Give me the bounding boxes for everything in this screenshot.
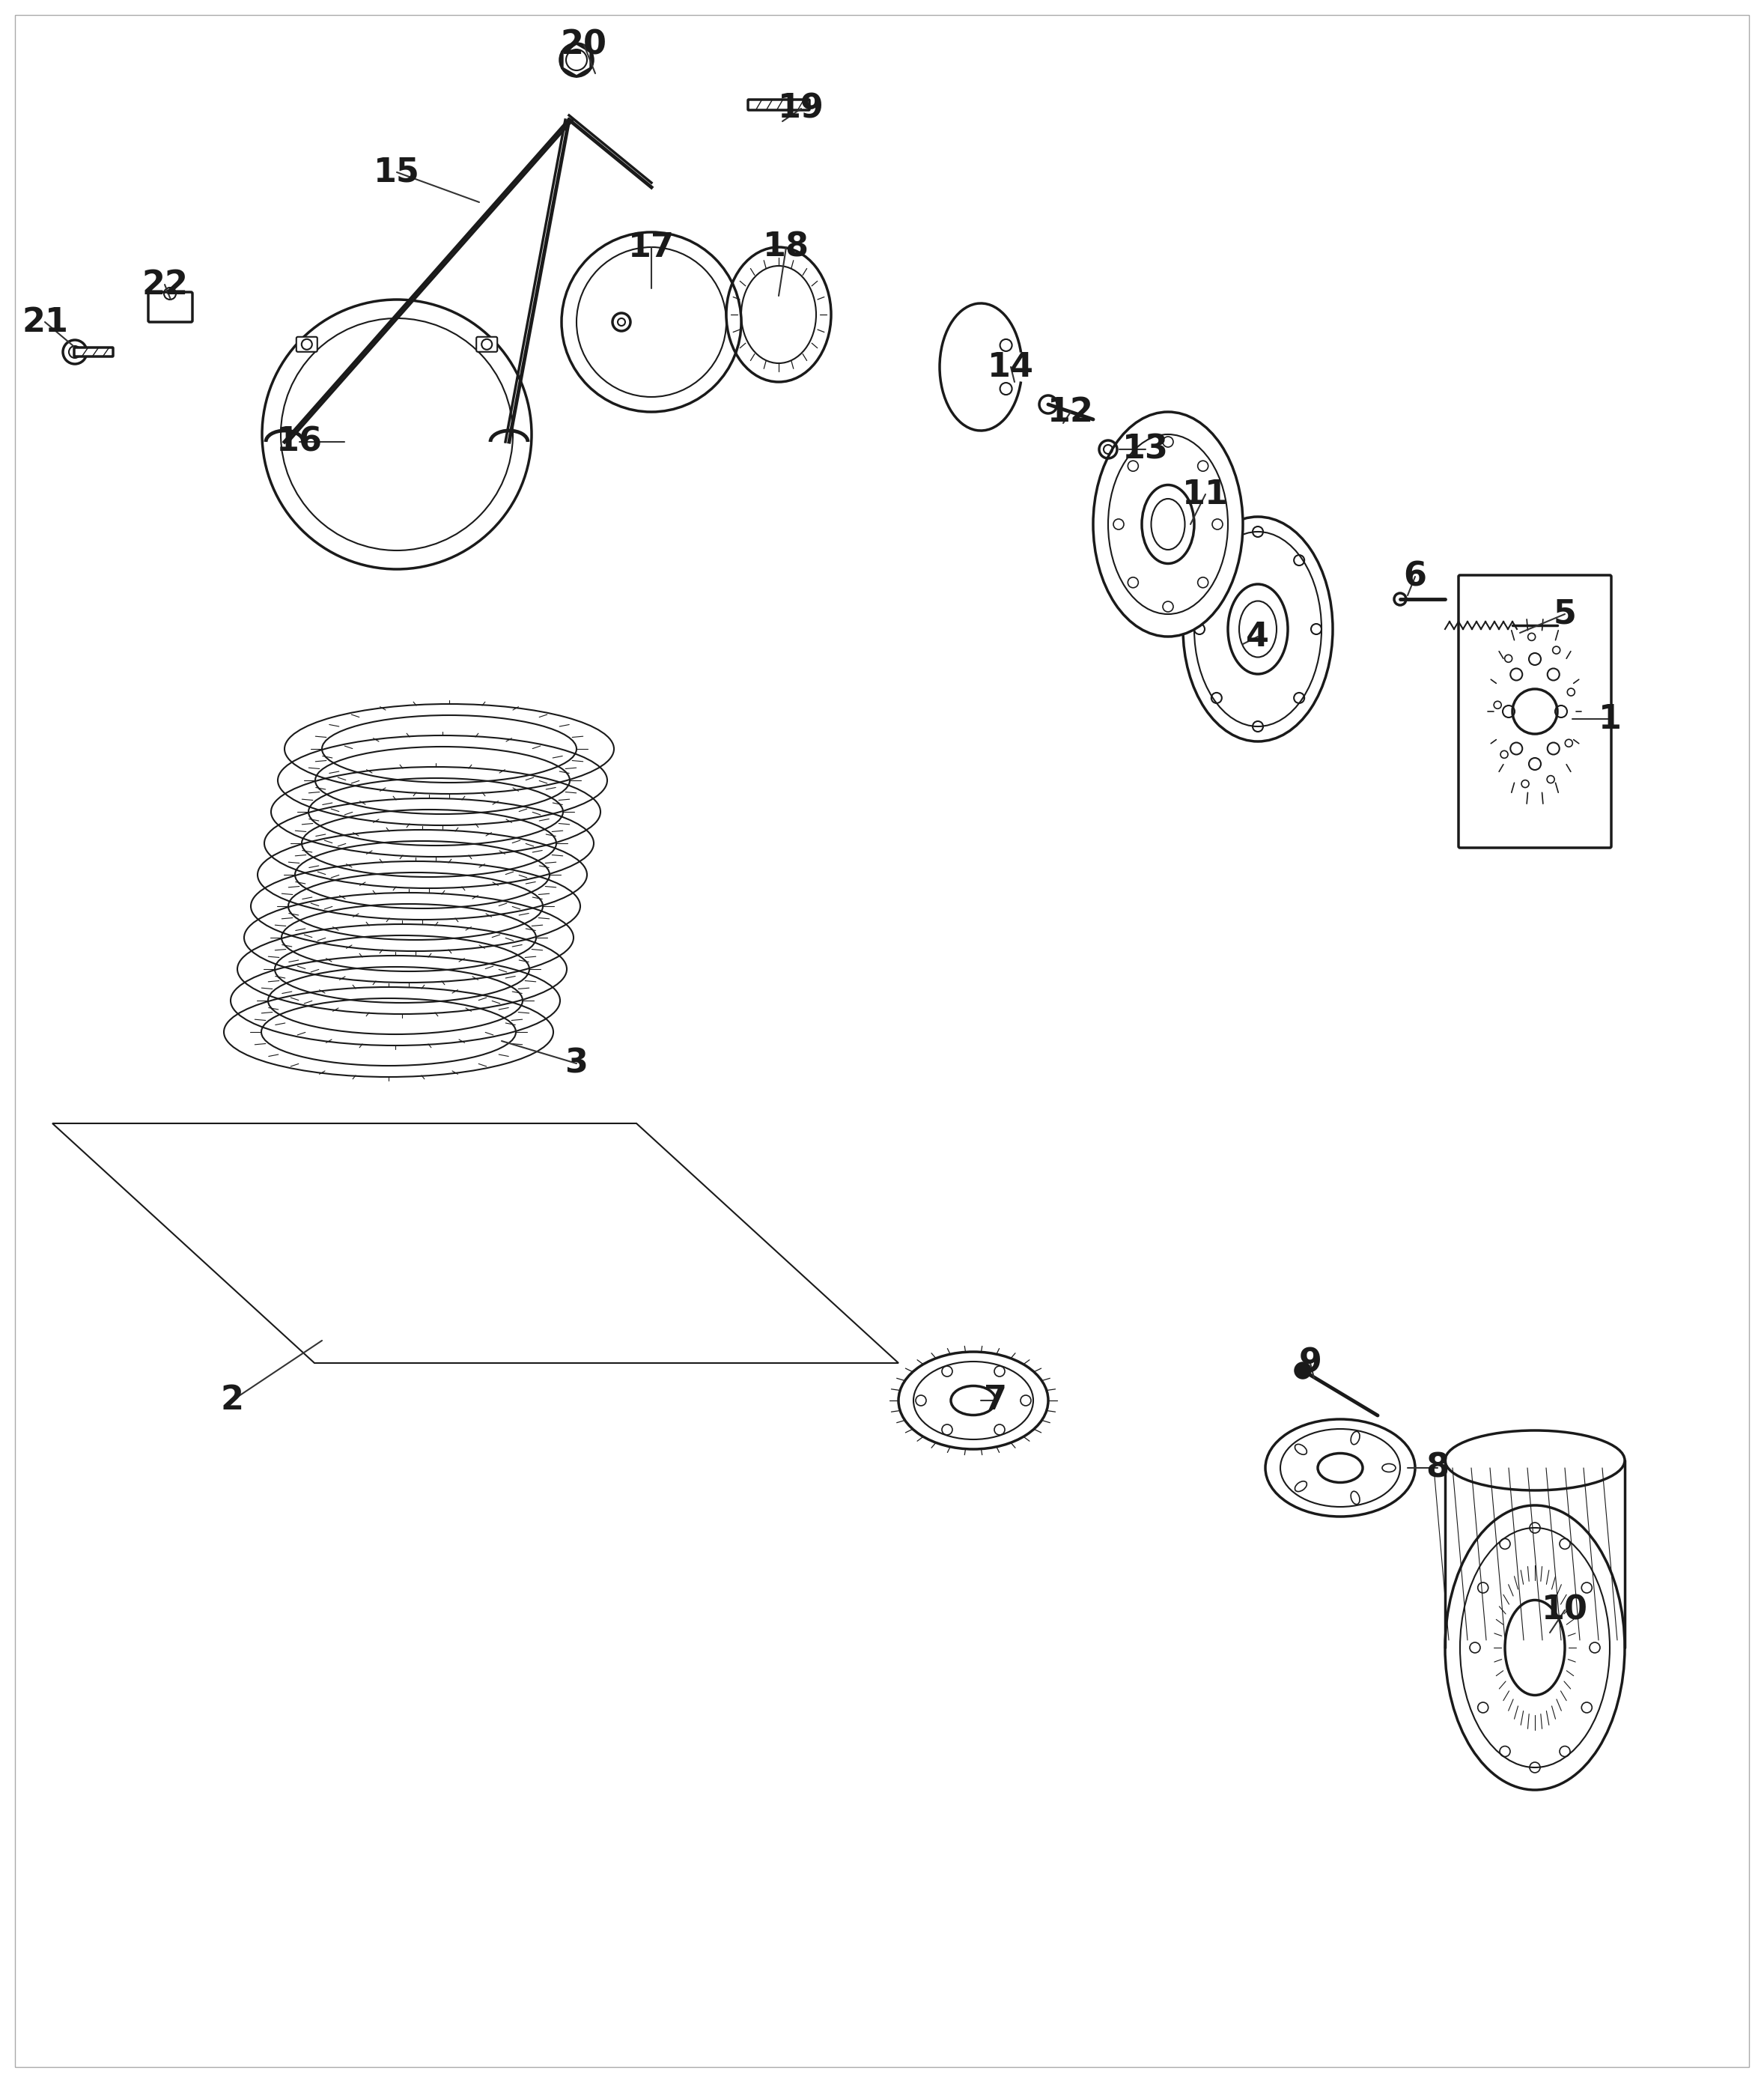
Text: 4: 4 [1245,620,1270,652]
Ellipse shape [1184,516,1334,741]
FancyBboxPatch shape [748,100,810,110]
Circle shape [1039,396,1057,414]
Circle shape [1295,1364,1311,1378]
Circle shape [559,44,593,77]
Ellipse shape [951,1387,997,1416]
Circle shape [64,339,86,364]
Text: 15: 15 [374,156,420,187]
Text: 17: 17 [628,231,674,262]
Text: 9: 9 [1298,1347,1321,1378]
Text: 1: 1 [1598,704,1621,735]
Text: 14: 14 [988,352,1034,383]
Text: 18: 18 [764,231,810,262]
Text: 7: 7 [984,1385,1007,1416]
Ellipse shape [898,1351,1048,1449]
Text: 12: 12 [1048,396,1094,429]
Text: 11: 11 [1182,479,1230,510]
FancyBboxPatch shape [296,337,318,352]
Text: 21: 21 [21,306,69,337]
Text: 19: 19 [778,92,824,125]
Text: 10: 10 [1542,1595,1588,1626]
Ellipse shape [1141,485,1194,564]
Text: 16: 16 [277,425,323,458]
Text: 8: 8 [1425,1451,1450,1484]
Ellipse shape [1487,614,1584,808]
Ellipse shape [1445,1505,1625,1791]
FancyBboxPatch shape [1459,575,1611,847]
FancyBboxPatch shape [476,337,497,352]
Ellipse shape [1094,412,1244,637]
Text: 20: 20 [561,29,607,60]
Ellipse shape [1318,1453,1362,1482]
Ellipse shape [1228,585,1288,675]
Text: 13: 13 [1122,433,1170,466]
Text: 22: 22 [141,269,189,300]
Text: 6: 6 [1404,560,1427,593]
FancyBboxPatch shape [74,348,113,356]
Ellipse shape [1265,1420,1415,1516]
Text: 2: 2 [220,1385,243,1416]
Text: 5: 5 [1554,598,1577,631]
Text: 3: 3 [564,1047,587,1081]
FancyBboxPatch shape [148,291,192,323]
